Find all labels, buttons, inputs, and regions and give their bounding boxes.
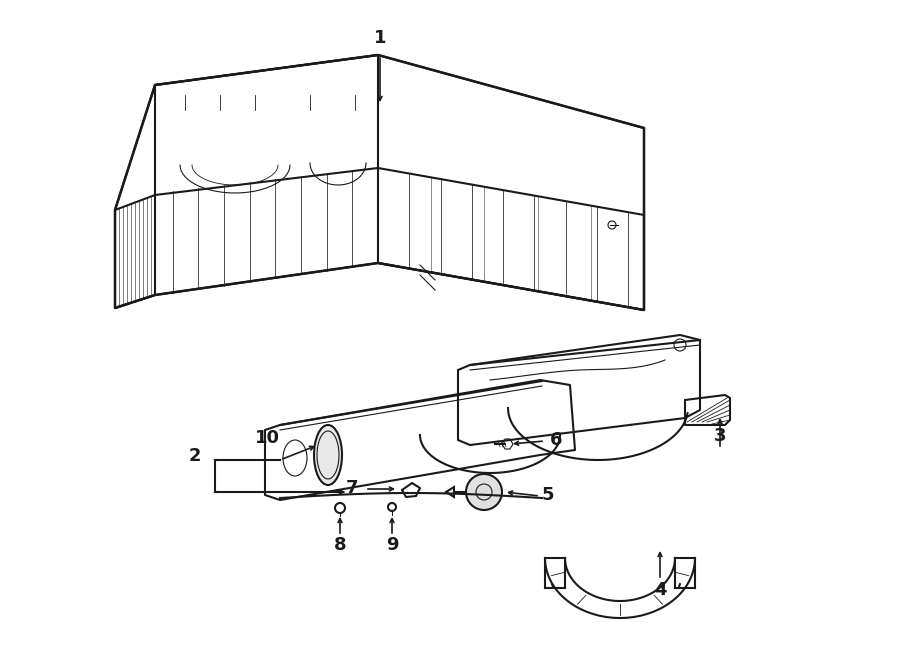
Text: 6: 6 [550,431,562,449]
Text: 1: 1 [374,29,386,47]
Text: 2: 2 [189,447,202,465]
Text: 9: 9 [386,536,398,554]
Text: 7: 7 [346,479,358,497]
Text: 8: 8 [334,536,346,554]
Circle shape [466,474,502,510]
Text: 5: 5 [542,486,554,504]
Polygon shape [502,439,513,449]
Text: 3: 3 [714,427,726,445]
Ellipse shape [314,425,342,485]
Text: 10: 10 [255,429,280,447]
Text: 4: 4 [653,581,666,599]
